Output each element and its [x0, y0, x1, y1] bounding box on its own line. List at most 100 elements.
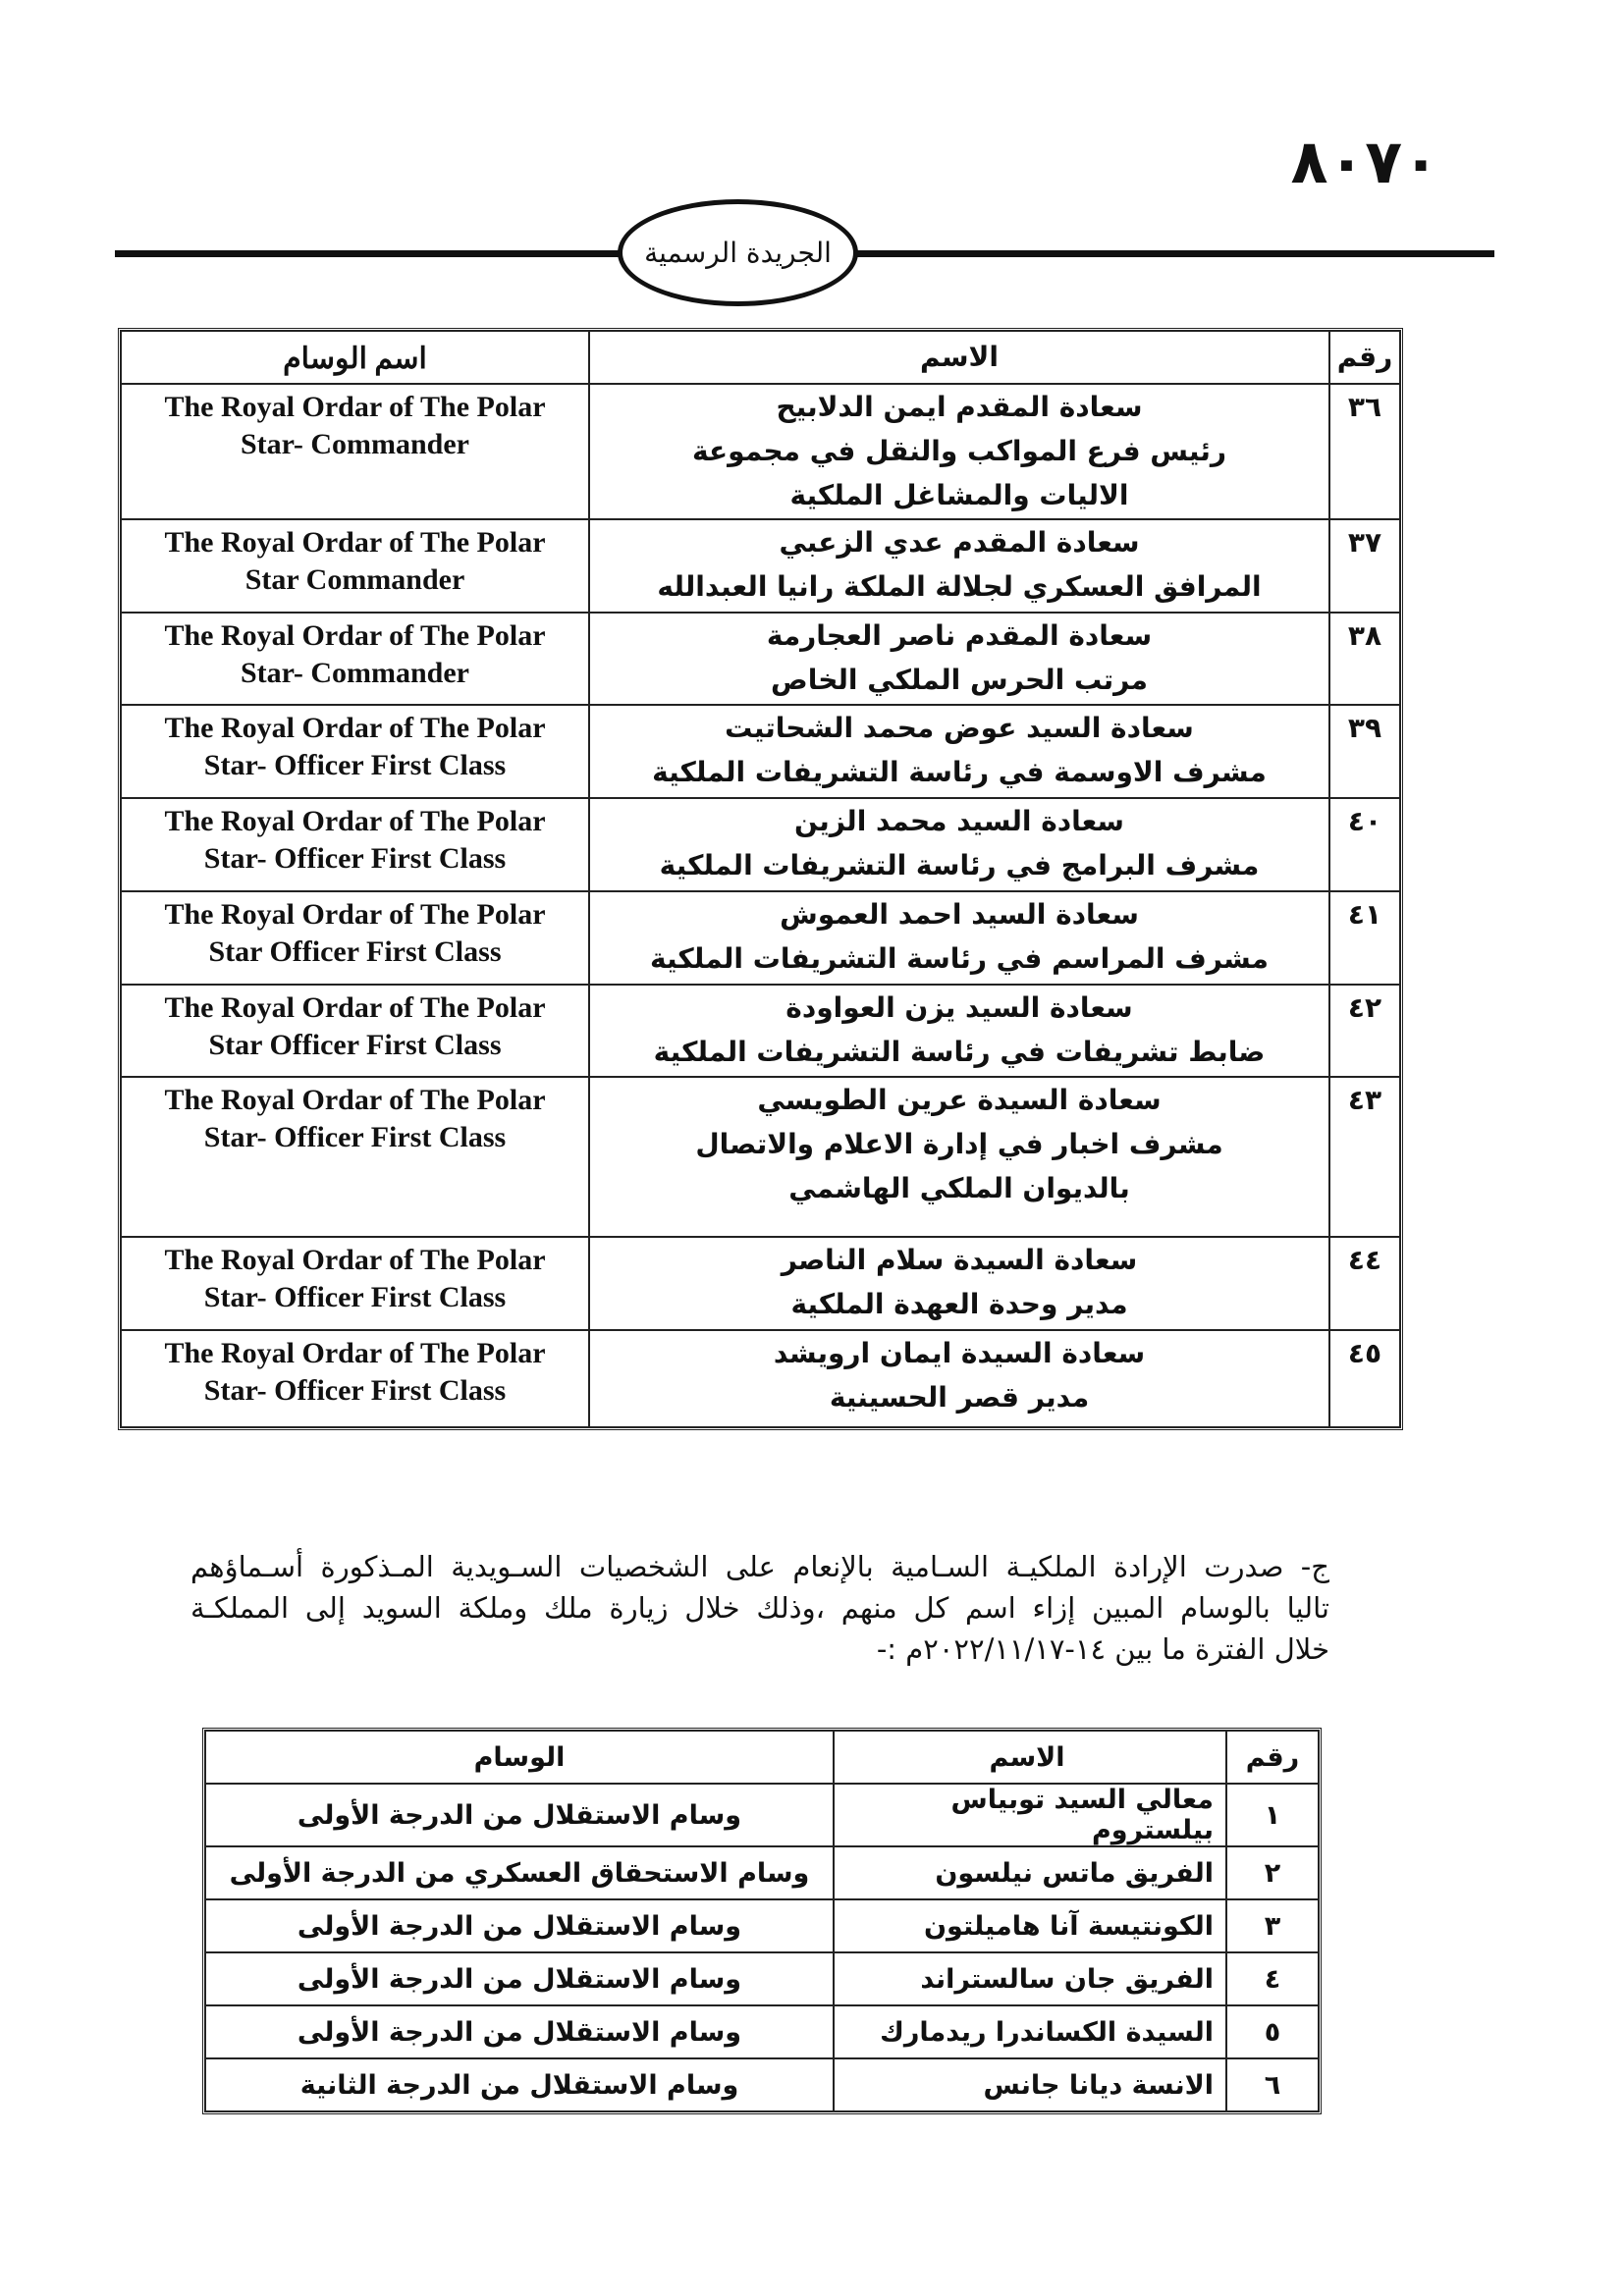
row: ٤١ سعادة السيد احمد العموش مشرف المراسم في… [121, 891, 1400, 985]
medal-cell: The Royal Ordar of The Polar Star- Office… [121, 798, 589, 891]
medal-cell: The Royal Ordar of The Polar Star- Office… [121, 1330, 589, 1427]
row: ٤٣ سعادة السيدة عرين الطويسي مشرف اخبار في… [121, 1077, 1400, 1237]
row: ٤٠ سعادة السيد محمد الزين مشرف البرامج في … [121, 798, 1400, 891]
header-cell: الوسام [205, 1731, 834, 1784]
medal-line: The Royal Ordar of The Polar [164, 1337, 546, 1369]
row: ٥ السيدة الكساندرا ريدمارك وسام الاستقلال … [205, 2005, 1319, 2058]
row: ٣٨ سعادة المقدم ناصر العجارمة مرتب الحرس ا… [121, 613, 1400, 705]
name-line: سعادة السيد محمد الزين [794, 805, 1124, 837]
name-line: سعادة السيدة سلام الناصر [781, 1244, 1138, 1276]
medal-cell: The Royal Ordar of The Polar Star- Office… [121, 705, 589, 798]
paragraph-line: ج- صدرت الإرادة الملكيـة السـامية بالإنع… [190, 1550, 1329, 1583]
number-cell: ٤٢ [1329, 985, 1400, 1077]
medal-cell: The Royal Ordar of The Polar Star Officer… [121, 891, 589, 985]
medal-line: The Royal Ordar of The Polar [164, 619, 546, 652]
cell: الكونتيسة آنا هاميلتون [834, 1899, 1226, 1952]
medal-line: The Royal Ordar of The Polar [164, 526, 546, 559]
name-line: سعادة المقدم ايمن الدلابيح [776, 391, 1143, 423]
header-row: رقم الاسم اسم الوسام [121, 331, 1400, 384]
name-line: ضابط تشريفات في رئاسة التشريفات الملكية [653, 1036, 1266, 1068]
medal-line: The Royal Ordar of The Polar [164, 391, 546, 423]
cell: وسام الاستقلال من الدرجة الأولى [205, 1952, 834, 2005]
cell: ٢ [1226, 1846, 1319, 1899]
cell: وسام الاستحقاق العسكري من الدرجة الأولى [205, 1846, 834, 1899]
name-cell: سعادة المقدم ايمن الدلابيح رئيس فرع الموا… [589, 384, 1329, 519]
cell: معالي السيد توبياس بيلستروم [834, 1784, 1226, 1846]
medal-line: Star- Commander [240, 657, 469, 689]
number-cell: ٤١ [1329, 891, 1400, 985]
cell: وسام الاستقلال من الدرجة الثانية [205, 2058, 834, 2111]
number-cell: ٤٤ [1329, 1237, 1400, 1330]
awards-table: رقم الاسم اسم الوسام ٣٦ سعادة المقدم ايمن ال… [118, 328, 1403, 1430]
name-cell: سعادة السيدة عرين الطويسي مشرف اخبار في إ… [589, 1077, 1329, 1237]
name-line: المرافق العسكري لجلالة الملكة رانيا العب… [657, 570, 1262, 603]
number-cell: ٣٨ [1329, 613, 1400, 705]
number-cell: ٣٦ [1329, 384, 1400, 519]
name-line: سعادة السيدة ايمان ارويشد [773, 1337, 1146, 1369]
header-cell: الاسم [834, 1731, 1226, 1784]
row: ٤٥ سعادة السيدة ايمان ارويشد مدير قصر الحس… [121, 1330, 1400, 1427]
name-cell: سعادة السيد احمد العموش مشرف المراسم في ر… [589, 891, 1329, 985]
name-line: سعادة المقدم ناصر العجارمة [766, 619, 1153, 652]
name-cell: سعادة السيد عوض محمد الشحاتيت مشرف الاوسم… [589, 705, 1329, 798]
name-cell: سعادة السيد محمد الزين مشرف البرامج في رئ… [589, 798, 1329, 891]
medal-line: Star- Officer First Class [203, 842, 507, 875]
medal-line: Star- Commander [240, 428, 469, 460]
name-line: مشرف المراسم في رئاسة التشريفات الملكية [650, 942, 1269, 975]
number-cell: ٣٩ [1329, 705, 1400, 798]
cell: السيدة الكساندرا ريدمارك [834, 2005, 1226, 2058]
cell: وسام الاستقلال من الدرجة الأولى [205, 1784, 834, 1846]
cell: ٤ [1226, 1952, 1319, 2005]
header-cell: الاسم [589, 331, 1329, 384]
name-line: سعادة السيدة عرين الطويسي [757, 1084, 1162, 1116]
name-cell: سعادة السيدة سلام الناصر مدير وحدة العهدة… [589, 1237, 1329, 1330]
name-line: سعادة السيد يزن العواودة [785, 991, 1133, 1024]
name-cell: سعادة السيد يزن العواودة ضابط تشريفات في … [589, 985, 1329, 1077]
cell: الانسة ديانا جانس [834, 2058, 1226, 2111]
name-line: سعادة السيد احمد العموش [780, 898, 1139, 931]
swedish-awards-table: رقم الاسم الوسام ١ معالي السيد توبياس بيلستر… [202, 1728, 1322, 2114]
medal-cell: The Royal Ordar of The Polar Star- Office… [121, 1237, 589, 1330]
header-row: رقم الاسم الوسام [205, 1731, 1319, 1784]
medal-cell: The Royal Ordar of The Polar Star- Office… [121, 1077, 589, 1237]
header-cell: اسم الوسام [121, 331, 589, 384]
name-cell: سعادة السيدة ايمان ارويشد مدير قصر الحسين… [589, 1330, 1329, 1427]
number-cell: ٤٠ [1329, 798, 1400, 891]
name-line: مشرف الاوسمة في رئاسة التشريفات الملكية [652, 756, 1267, 788]
name-line: مدير وحدة العهدة الملكية [790, 1288, 1128, 1320]
medal-line: Star Commander [244, 563, 465, 596]
row: ٢ الفريق ماتس نيلسون وسام الاستحقاق العسكر… [205, 1846, 1319, 1899]
cell: وسام الاستقلال من الدرجة الأولى [205, 1899, 834, 1952]
name-line: بالديوان الملكي الهاشمي [788, 1172, 1130, 1204]
row: ٤٢ سعادة السيد يزن العواودة ضابط تشريفات ف… [121, 985, 1400, 1077]
cell: ٣ [1226, 1899, 1319, 1952]
medal-line: Star- Officer First Class [203, 1281, 507, 1313]
cell: ٥ [1226, 2005, 1319, 2058]
paragraph-line: تاليا بالوسام المبين إزاء اسم كل منهم ،و… [190, 1591, 1329, 1625]
name-line: مشرف اخبار في إدارة الاعلام والاتصال [695, 1128, 1223, 1160]
medal-cell: The Royal Ordar of The Polar Star Command… [121, 519, 589, 613]
name-line: سعادة السيد عوض محمد الشحاتيت [725, 712, 1194, 744]
medal-line: Star- Officer First Class [203, 1121, 507, 1153]
header-cell: رقم [1226, 1731, 1319, 1784]
header-cell: رقم [1329, 331, 1400, 384]
row: ٣ الكونتيسة آنا هاميلتون وسام الاستقلال من… [205, 1899, 1319, 1952]
paragraph: ج- صدرت الإرادة الملكيـة السـامية بالإنع… [190, 1546, 1329, 1670]
medal-line: Star- Officer First Class [203, 749, 507, 781]
number-cell: ٣٧ [1329, 519, 1400, 613]
cell: الفريق ماتس نيلسون [834, 1846, 1226, 1899]
medal-line: Star Officer First Class [208, 1029, 502, 1061]
medal-line: The Royal Ordar of The Polar [164, 712, 546, 744]
cell: الفريق جان سالستراند [834, 1952, 1226, 2005]
medal-line: The Royal Ordar of The Polar [164, 805, 546, 837]
name-cell: سعادة المقدم ناصر العجارمة مرتب الحرس الم… [589, 613, 1329, 705]
name-line: رئيس فرع المواكب والنقل في مجموعة [692, 435, 1226, 467]
cell: وسام الاستقلال من الدرجة الأولى [205, 2005, 834, 2058]
name-line: الاليات والمشاغل الملكية [789, 479, 1129, 511]
row: ٣٩ سعادة السيد عوض محمد الشحاتيت مشرف الاو… [121, 705, 1400, 798]
name-line: مشرف البرامج في رئاسة التشريفات الملكية [659, 849, 1260, 881]
medal-line: Star- Officer First Class [203, 1374, 507, 1407]
name-line: سعادة المقدم عدي الزعبي [779, 526, 1140, 559]
medal-line: The Royal Ordar of The Polar [164, 1084, 546, 1116]
